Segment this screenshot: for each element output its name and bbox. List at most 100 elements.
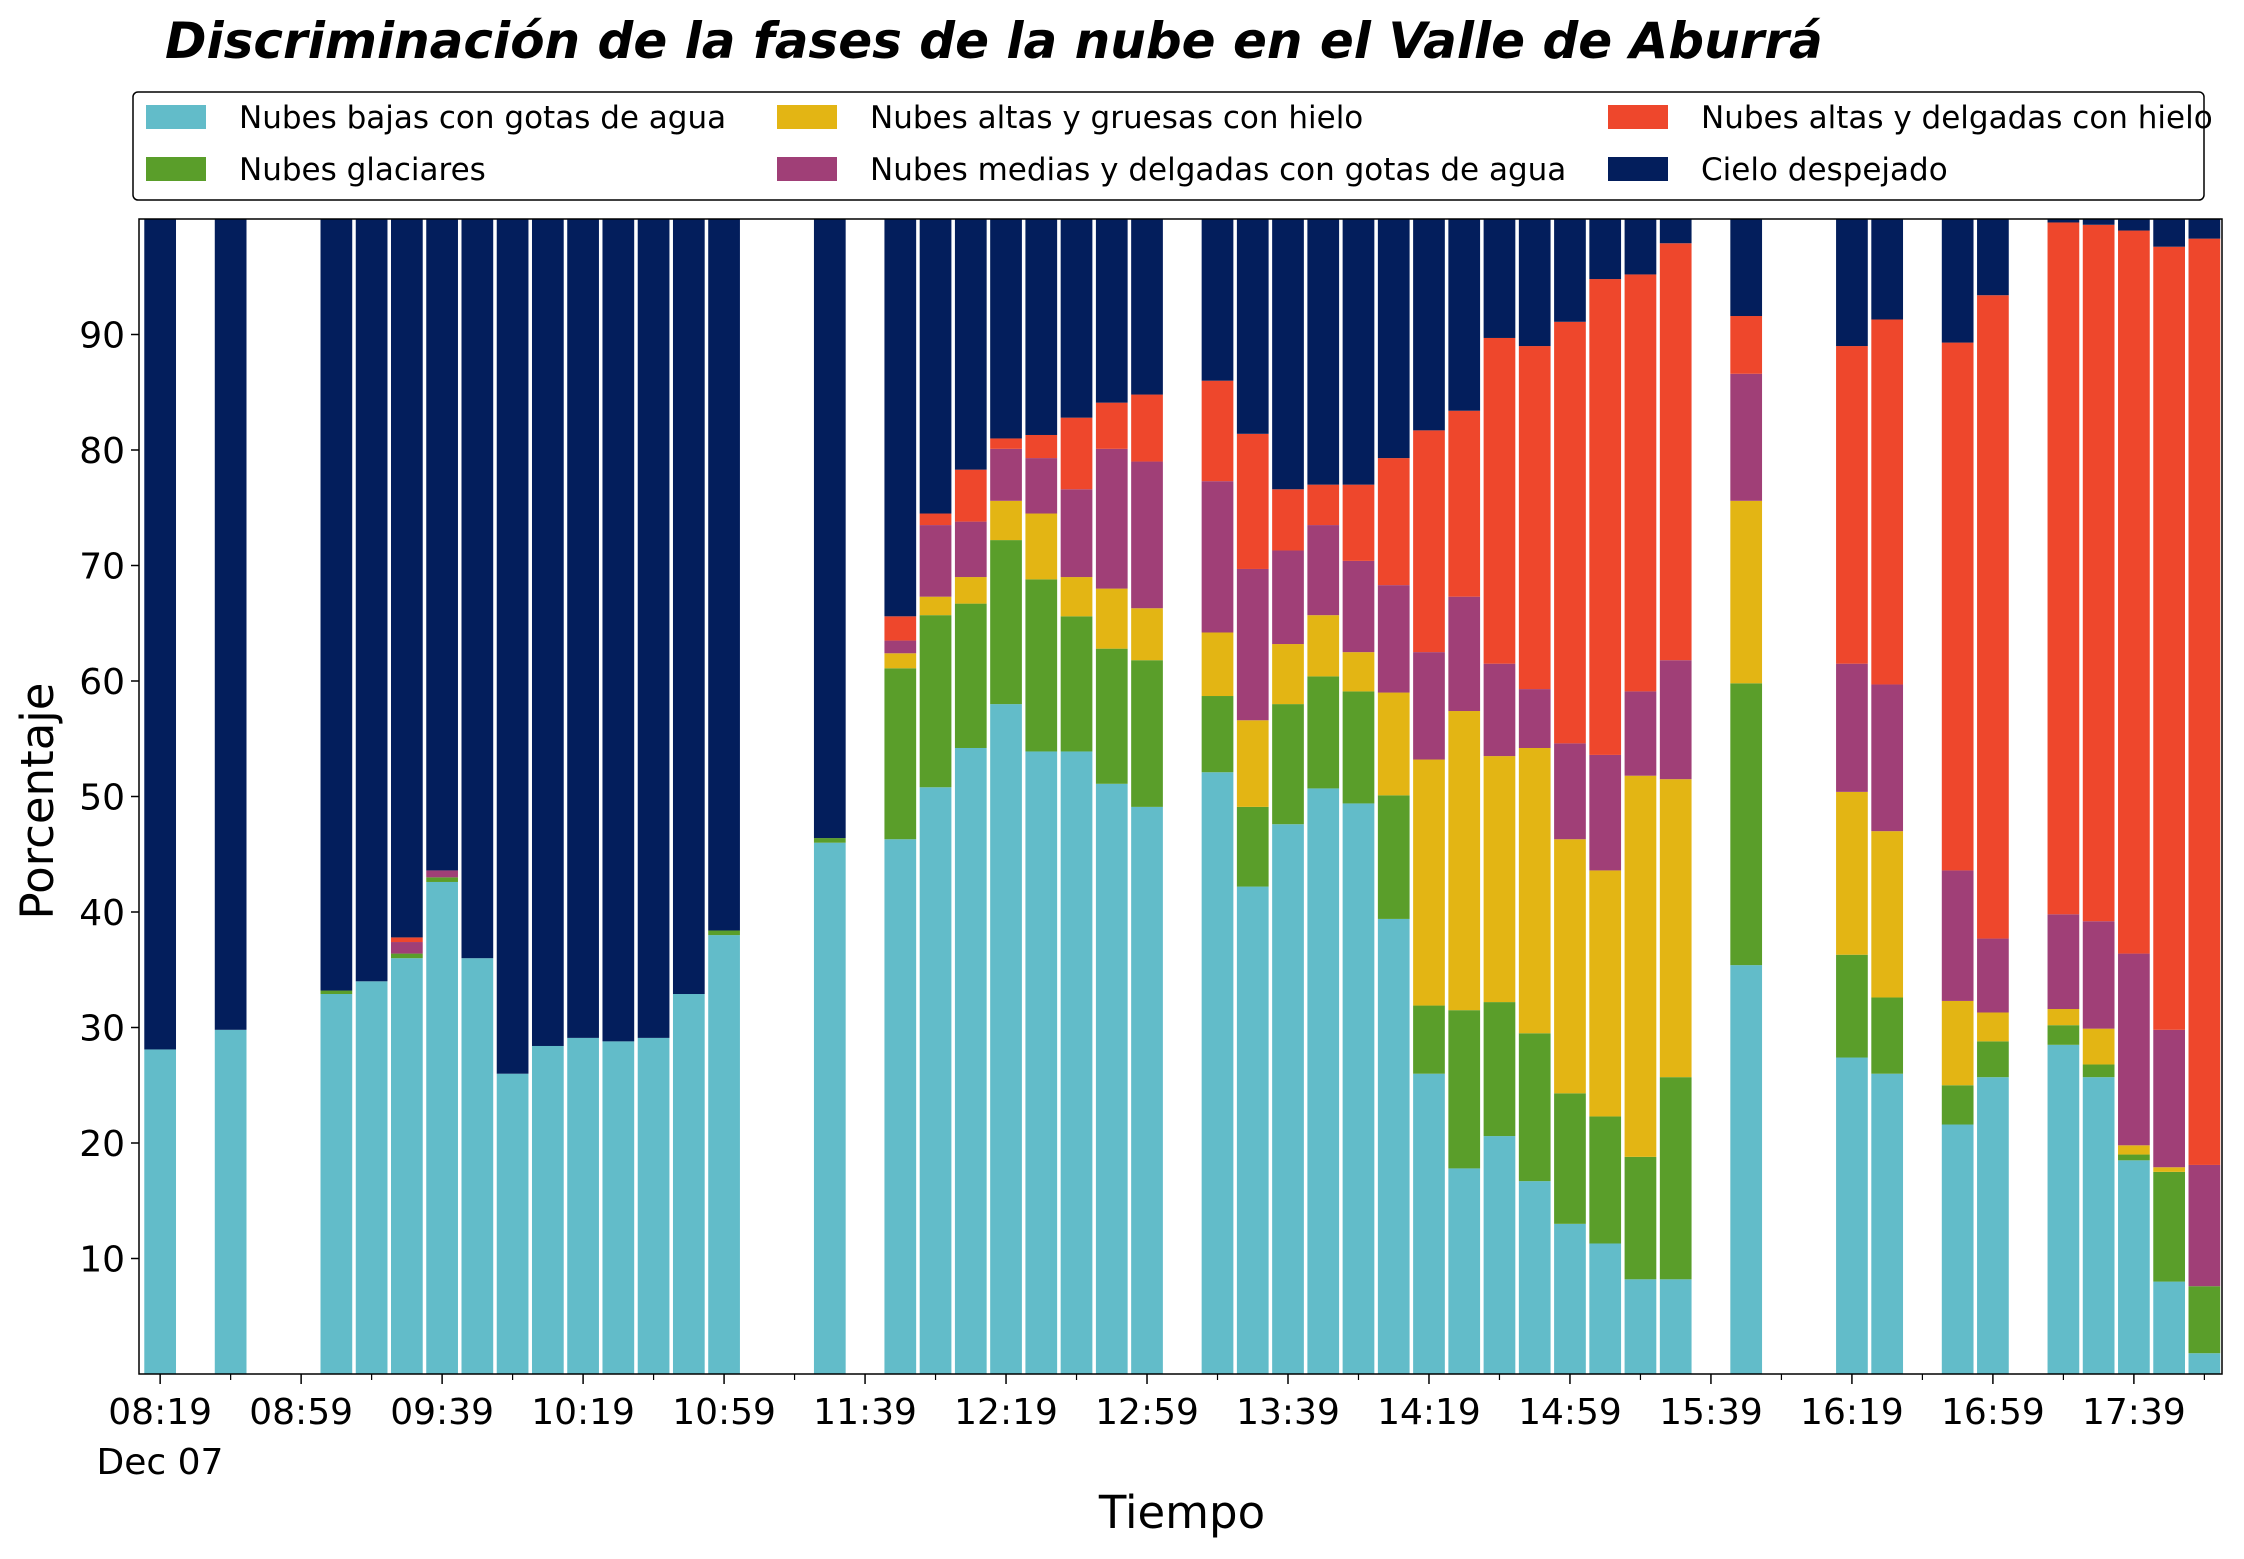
- bar-segment: [1413, 1073, 1445, 1374]
- x-tick-label: 09:39: [390, 1392, 494, 1433]
- bar-segment: [602, 219, 635, 1042]
- bar-segment: [1518, 219, 1551, 347]
- bar-segment: [1624, 1279, 1657, 1374]
- bar-segment: [1977, 1041, 2009, 1078]
- bar-segment: [1871, 1073, 1904, 1374]
- legend-box: [132, 91, 2205, 201]
- bar-segment: [1836, 346, 1868, 664]
- bar-segment: [1307, 676, 1340, 789]
- bar-segment: [1095, 588, 1128, 649]
- bar-segment: [1025, 434, 1058, 459]
- bar-segment: [708, 930, 740, 936]
- y-tick-label: 60: [79, 662, 125, 703]
- bar-segment: [496, 1073, 529, 1374]
- bar-segment: [1307, 788, 1340, 1374]
- bar-segment: [1131, 394, 1163, 462]
- bar-segment: [1518, 1181, 1551, 1374]
- x-tick-label: 12:19: [954, 1392, 1058, 1433]
- y-tick-label: 40: [79, 893, 125, 934]
- bar-segment: [1941, 1085, 1974, 1125]
- bar-segment: [1554, 321, 1586, 744]
- bar-segment: [2188, 1286, 2221, 1354]
- y-tick-label: 70: [79, 547, 125, 588]
- bar-segment: [1342, 691, 1375, 804]
- bar-segment: [1272, 704, 1304, 825]
- bar-segment: [954, 747, 987, 1374]
- bar-segment: [1272, 219, 1304, 490]
- bar-segment: [1236, 568, 1269, 721]
- bar-segment: [990, 448, 1022, 501]
- bar-segment: [1624, 274, 1657, 692]
- bar-segment: [954, 521, 987, 578]
- bar-segment: [602, 1041, 635, 1374]
- bar-segment: [708, 219, 740, 931]
- x-tick-label: 16:59: [1941, 1392, 2045, 1433]
- bar-segment: [1483, 219, 1516, 338]
- bar-segment: [531, 219, 564, 1046]
- bar-segment: [2082, 1077, 2115, 1374]
- bar-segment: [1095, 448, 1128, 589]
- bar-segment: [1025, 513, 1058, 580]
- bar-segment: [1131, 608, 1163, 661]
- bar-segment: [1518, 747, 1551, 1034]
- bar-segment: [1483, 1136, 1516, 1374]
- bar-segment: [1518, 689, 1551, 748]
- legend-swatch: [1608, 105, 1668, 129]
- bar-segment: [391, 942, 423, 954]
- bar-segment: [1659, 779, 1692, 1078]
- bar-segment: [1977, 295, 2009, 939]
- legend-swatch: [777, 157, 837, 181]
- bar-segment: [320, 990, 353, 995]
- bar-segment: [708, 935, 740, 1374]
- bar-segment: [1272, 824, 1304, 1374]
- bar-segment: [1977, 1077, 2009, 1374]
- bar-segment: [2047, 1009, 2080, 1026]
- bar-segment: [1272, 550, 1304, 645]
- bar-segment: [990, 540, 1022, 705]
- bar-segment: [2118, 219, 2150, 231]
- bar-segment: [1272, 644, 1304, 705]
- legend-swatch: [777, 105, 837, 129]
- bar-segment: [567, 219, 599, 1038]
- bar-segment: [954, 219, 987, 470]
- bar-segment: [355, 219, 388, 982]
- bar-segment: [1589, 1243, 1622, 1374]
- bar-segment: [1448, 1168, 1481, 1374]
- bar-segment: [2082, 224, 2115, 922]
- bar-segment: [2153, 1171, 2185, 1282]
- bar-segment: [1413, 430, 1445, 653]
- bar-segment: [1131, 461, 1163, 609]
- bar-segment: [1589, 870, 1622, 1117]
- bar-segment: [426, 219, 458, 871]
- bar-segment: [1060, 616, 1093, 752]
- bar-segment: [1730, 219, 1763, 317]
- bar-segment: [1448, 1010, 1481, 1169]
- bar-segment: [1483, 756, 1516, 1003]
- bar-segment: [2082, 219, 2115, 225]
- bar-segment: [320, 994, 353, 1374]
- bar-segment: [1624, 1156, 1657, 1280]
- bar-segment: [214, 1029, 247, 1374]
- bar-segment: [2047, 1044, 2080, 1374]
- bar-segment: [1730, 683, 1763, 966]
- bar-segment: [1201, 481, 1234, 633]
- bar-segment: [1941, 1000, 1974, 1086]
- bar-segment: [1624, 775, 1657, 1157]
- bar-segment: [355, 981, 388, 1374]
- bar-segment: [884, 219, 917, 617]
- bar-segment: [2047, 219, 2080, 223]
- x-tick-label: 10:19: [531, 1392, 635, 1433]
- bar-segment: [1554, 219, 1586, 322]
- bar-segment: [1201, 696, 1234, 773]
- bar-segment: [1977, 938, 2009, 1013]
- y-tick-label: 80: [79, 431, 125, 472]
- bar-segment: [1554, 1223, 1586, 1374]
- bar-segment: [2118, 953, 2150, 1146]
- bar-segment: [1836, 219, 1868, 347]
- bar-segment: [1941, 870, 1974, 1001]
- bar-segment: [1448, 410, 1481, 597]
- bar-segment: [391, 953, 423, 959]
- legend-label: Nubes altas y gruesas con hielo: [870, 100, 1363, 136]
- bar-segment: [1060, 489, 1093, 578]
